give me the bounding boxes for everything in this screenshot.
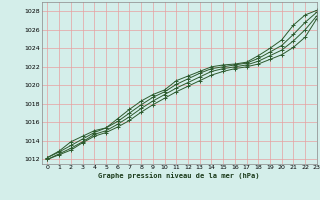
X-axis label: Graphe pression niveau de la mer (hPa): Graphe pression niveau de la mer (hPa)	[99, 172, 260, 179]
